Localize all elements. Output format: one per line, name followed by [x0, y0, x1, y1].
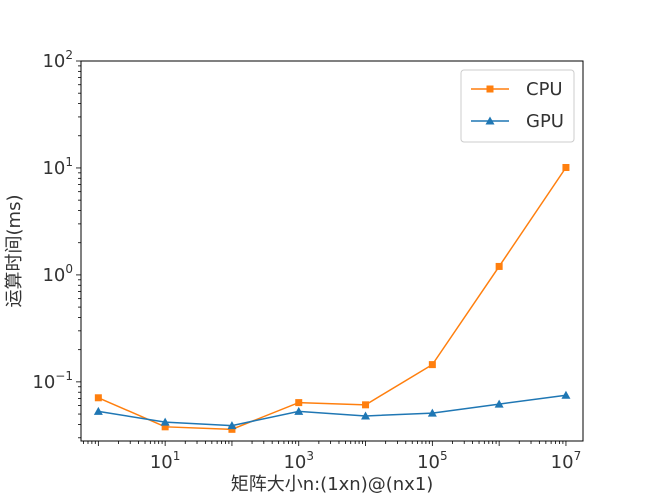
data-point-cpu — [295, 399, 303, 407]
data-point-cpu — [362, 401, 370, 409]
data-point-cpu — [161, 423, 169, 431]
y-tick-label: 101 — [42, 155, 73, 179]
y-axis-ticks: 10−1 100 101 102 — [32, 48, 81, 439]
legend: CPU GPU — [460, 69, 575, 143]
data-point-cpu — [428, 361, 436, 369]
data-point-gpu — [93, 406, 103, 415]
legend-marker — [485, 116, 495, 125]
data-point-cpu — [562, 163, 570, 171]
series-layer — [93, 163, 571, 433]
legend-marker — [486, 85, 494, 93]
legend-label: GPU — [526, 111, 564, 132]
legend-label: CPU — [526, 79, 563, 100]
x-tick-label: 101 — [150, 449, 181, 473]
series-line-cpu — [98, 167, 567, 431]
series-line-gpu — [98, 394, 567, 427]
data-point-gpu — [427, 408, 437, 417]
y-tick-label: 100 — [42, 262, 73, 286]
data-point-gpu — [361, 411, 371, 420]
legend-item-gpu: GPU — [471, 111, 564, 132]
x-tick-label: 107 — [551, 449, 582, 473]
data-point-cpu — [495, 262, 503, 270]
data-point-gpu — [294, 406, 304, 415]
x-tick-label: 105 — [417, 449, 448, 473]
y-axis-label: 运算时间(ms) — [4, 195, 25, 308]
data-point-cpu — [94, 394, 102, 402]
data-point-gpu — [227, 421, 237, 430]
x-tick-label: 103 — [283, 449, 314, 473]
y-tick-label: 10−1 — [32, 369, 73, 393]
x-axis-ticks: 101 103 105 107 — [83, 441, 582, 473]
x-axis-label: 矩阵大小n:(1xn)@(nx1) — [231, 474, 434, 495]
data-point-gpu — [160, 417, 170, 426]
series-gpu — [93, 390, 571, 430]
data-point-gpu — [494, 399, 504, 408]
data-point-gpu — [561, 390, 571, 399]
y-tick-label: 102 — [42, 48, 73, 72]
legend-item-cpu: CPU — [471, 79, 563, 100]
data-point-cpu — [228, 425, 236, 433]
series-cpu — [94, 163, 570, 433]
